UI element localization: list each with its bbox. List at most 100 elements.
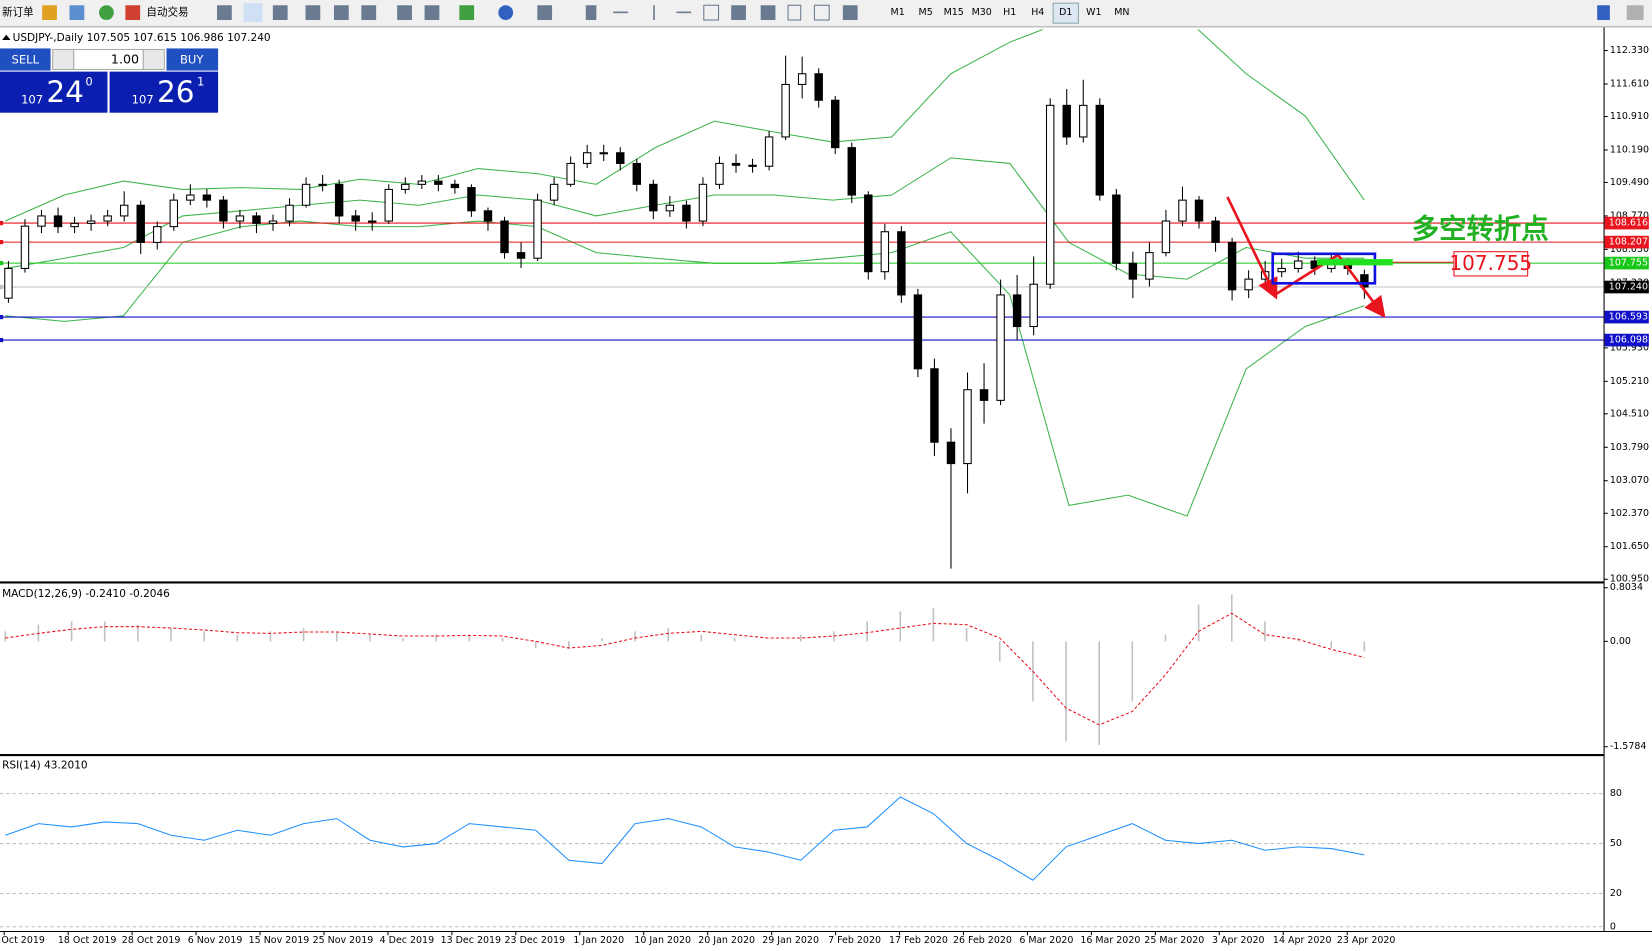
lot-up[interactable] [142, 48, 165, 71]
timeframe-button[interactable]: M15 [944, 7, 964, 18]
x-tick-label: 17 Feb 2020 [889, 935, 948, 946]
line-marker [0, 284, 4, 290]
annotation-box [1453, 251, 1529, 277]
bollinger-band [5, 220, 1365, 517]
x-tick-label: 29 Jan 2020 [762, 935, 819, 946]
auto-trading-button[interactable]: 自动交易 [146, 6, 188, 19]
icon[interactable] [703, 4, 720, 21]
icon[interactable] [760, 5, 776, 21]
timeframe-active[interactable] [1052, 2, 1079, 24]
icon[interactable] [125, 5, 141, 21]
x-tick-label: 6 Nov 2019 [188, 935, 243, 946]
icon[interactable] [333, 5, 349, 21]
x-tick-label: 18 Oct 2019 [58, 935, 117, 946]
icon[interactable] [42, 5, 57, 21]
candle-body [500, 220, 509, 254]
candle-body [235, 215, 245, 222]
candle-body [4, 267, 13, 299]
candle-body [996, 294, 1005, 401]
search-icon[interactable] [1597, 5, 1610, 21]
lot-down[interactable] [52, 48, 75, 71]
drawing-objects: 多空转折点 107.755 [1226, 196, 1549, 319]
timeframe-button[interactable]: M1 [891, 7, 905, 18]
icon[interactable] [424, 5, 440, 21]
candle-body [781, 83, 790, 138]
candle-body [1029, 283, 1038, 328]
candle-body [1045, 104, 1055, 285]
candle-body [103, 215, 112, 222]
icon[interactable] [676, 11, 692, 14]
icon[interactable] [498, 5, 514, 21]
rsi-title: RSI(14) 43.2010 [2, 760, 88, 772]
trend-arrow [1226, 196, 1278, 300]
candle-body [467, 187, 476, 212]
price-label: 107.240 [1609, 282, 1648, 293]
y-tick-label: 0 [1610, 921, 1616, 932]
icon[interactable] [99, 5, 114, 21]
bid-box[interactable] [0, 71, 108, 113]
level-bar [1316, 259, 1393, 266]
candle-body [616, 152, 625, 164]
icon[interactable] [305, 5, 321, 21]
icon[interactable] [217, 5, 232, 21]
line-marker [0, 220, 4, 226]
line-marker [0, 239, 4, 245]
y-tick-label: 80 [1610, 788, 1622, 799]
icon[interactable] [585, 5, 597, 21]
timeframe-button[interactable]: M5 [919, 7, 933, 18]
timeframe-button[interactable]: M30 [972, 7, 992, 18]
price-label-bg [1604, 235, 1649, 249]
icon[interactable] [653, 5, 655, 21]
timeframe-button[interactable]: H4 [1031, 7, 1044, 18]
sell-button[interactable] [0, 48, 51, 71]
candle-body [649, 183, 658, 212]
collapse-icon[interactable] [2, 34, 11, 41]
icon[interactable] [842, 5, 858, 21]
chat-icon[interactable] [1626, 5, 1644, 21]
y-tick-label: 0.8034 [1610, 582, 1643, 593]
icon[interactable] [361, 5, 377, 21]
candle-body [153, 226, 162, 243]
x-tick-label: 23 Apr 2020 [1337, 935, 1396, 946]
icon[interactable] [243, 3, 263, 23]
icon[interactable] [537, 5, 553, 21]
x-tick-label: 1 Jan 2020 [573, 935, 624, 946]
candle-body [1360, 274, 1369, 288]
timeframe-button[interactable]: D1 [1059, 7, 1072, 18]
x-tick-label: 15 Nov 2019 [249, 935, 310, 946]
x-tick-label: 6 Mar 2020 [1019, 935, 1073, 946]
icon[interactable] [397, 5, 412, 21]
candle-body [1211, 220, 1220, 243]
candle-body [599, 152, 608, 155]
y-tick-label: 103.070 [1610, 475, 1649, 486]
buy-button[interactable] [166, 48, 219, 71]
icon[interactable] [272, 5, 288, 21]
candle-body [764, 136, 774, 167]
timeframe-button[interactable]: MN [1114, 7, 1129, 18]
y-tick-label: 102.370 [1610, 508, 1649, 519]
icon[interactable] [69, 5, 85, 21]
x-tick-label: 26 Feb 2020 [953, 935, 1012, 946]
sell-label[interactable]: SELL [11, 53, 39, 67]
ask-box[interactable] [109, 71, 219, 113]
icon[interactable] [787, 4, 802, 21]
candle-body [1294, 260, 1303, 269]
new-order-button[interactable]: 新订单 [2, 6, 34, 19]
icon[interactable] [459, 5, 475, 21]
lot-value[interactable]: 1.00 [111, 52, 139, 67]
icon[interactable] [613, 11, 628, 14]
timeframe-button[interactable]: H1 [1003, 7, 1016, 18]
icon[interactable] [813, 4, 830, 21]
candle-body [864, 194, 873, 273]
buy-label[interactable]: BUY [180, 53, 204, 67]
candle-body [70, 222, 79, 228]
timeframe-button[interactable]: W1 [1086, 7, 1101, 18]
line-marker [0, 337, 4, 343]
candle-body [1012, 294, 1022, 328]
x-tick-label: 3 Apr 2020 [1212, 935, 1265, 946]
candle-body [1194, 199, 1204, 222]
icon[interactable] [731, 5, 746, 21]
bollinger-band [5, 29, 1365, 222]
price-panel [0, 29, 1604, 569]
